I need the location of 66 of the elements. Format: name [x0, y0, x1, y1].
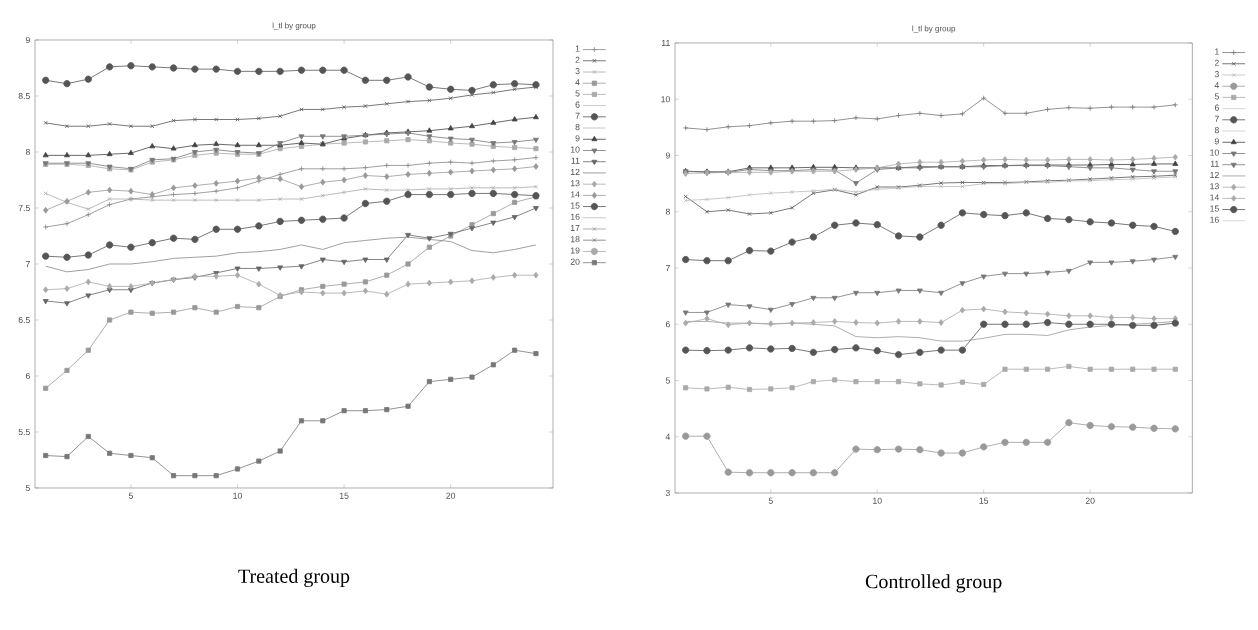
- legend-label: 14: [570, 191, 580, 198]
- legend-label: 12: [1210, 171, 1219, 178]
- y-tick-label: 5.5: [18, 428, 30, 436]
- y-tick-label: 9: [665, 152, 670, 159]
- x-tick-label: 5: [128, 492, 133, 499]
- y-tick-label: 7: [665, 265, 670, 271]
- x-tick-label: 20: [446, 492, 456, 499]
- legend-label: 12: [570, 168, 580, 175]
- y-tick-label: 8: [665, 208, 670, 215]
- y-tick-label: 6.5: [18, 316, 30, 324]
- y-tick-label: 10: [661, 96, 670, 103]
- legend-label: 14: [1210, 194, 1219, 201]
- legend-label: 7: [575, 112, 580, 119]
- legend-label: 2: [1214, 59, 1219, 66]
- y-tick-label: 8: [25, 148, 30, 156]
- legend-label: 9: [1214, 138, 1219, 145]
- x-axis-title: Treated group: [238, 568, 350, 588]
- legend-label: 1: [575, 45, 580, 52]
- legend-label: 10: [570, 146, 580, 153]
- legend-label: 15: [570, 202, 580, 209]
- y-tick-label: 5: [25, 484, 30, 492]
- legend-label: 5: [575, 90, 580, 97]
- x-tick-label: 10: [233, 492, 242, 499]
- x-axis-title: Controlled group: [865, 574, 1002, 593]
- legend-label: 6: [1214, 104, 1219, 111]
- legend-label: 2: [575, 56, 580, 63]
- legend-label: 13: [570, 180, 580, 187]
- legend-label: 16: [570, 213, 580, 220]
- legend-label: 19: [570, 247, 580, 254]
- legend-label: 1: [1215, 48, 1219, 55]
- legend-label: 3: [1214, 71, 1219, 78]
- legend-label: 13: [1210, 183, 1219, 190]
- legend-label: 17: [570, 224, 580, 231]
- legend-label: 4: [575, 79, 580, 86]
- y-tick-label: 5: [665, 377, 670, 384]
- legend-label: 5: [1214, 93, 1219, 100]
- y-tick-label: 7.5: [18, 204, 30, 212]
- legend-label: 15: [1210, 205, 1219, 212]
- y-tick-label: 6: [25, 372, 30, 380]
- legend-label: 4: [1214, 82, 1219, 89]
- x-tick-label: 15: [339, 492, 349, 499]
- chart-title: l_tl by group: [272, 22, 316, 30]
- legend-label: 3: [575, 68, 580, 75]
- legend-label: 8: [575, 124, 580, 131]
- legend-label: 7: [1214, 115, 1219, 122]
- y-tick-label: 6: [665, 321, 670, 328]
- y-tick-label: 9: [25, 36, 30, 44]
- x-tick-label: 10: [873, 497, 882, 504]
- y-tick-label: 11: [661, 40, 670, 46]
- y-tick-label: 8.5: [18, 92, 30, 100]
- y-tick-label: 7: [25, 261, 30, 267]
- chart-title: l_tl by group: [912, 25, 956, 33]
- y-tick-label: 3: [665, 489, 670, 497]
- legend-label: 6: [575, 101, 580, 108]
- y-tick-label: 4: [665, 433, 671, 440]
- x-tick-label: 5: [768, 497, 773, 504]
- legend-label: 11: [1210, 160, 1219, 167]
- legend-label: 10: [1210, 149, 1219, 156]
- legend-label: 18: [570, 236, 580, 243]
- x-tick-label: 20: [1085, 497, 1095, 504]
- x-tick-label: 15: [979, 497, 989, 504]
- legend-label: 20: [570, 258, 580, 265]
- legend-label: 16: [1210, 216, 1219, 223]
- legend-label: 8: [1214, 127, 1219, 134]
- legend-label: 9: [575, 135, 580, 142]
- legend-label: 11: [571, 157, 580, 164]
